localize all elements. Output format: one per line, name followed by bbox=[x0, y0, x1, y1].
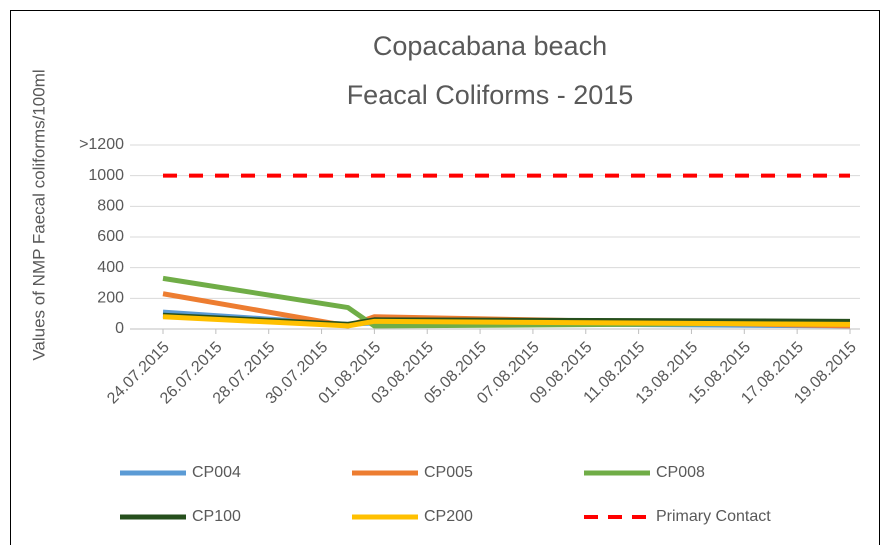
legend-label: CP008 bbox=[656, 464, 705, 481]
y-tick-label: 200 bbox=[97, 290, 124, 307]
legend-label: CP100 bbox=[192, 508, 241, 525]
y-axis-label: Values of NMP Faecal coliforms/100ml bbox=[29, 69, 48, 360]
y-tick-label: 800 bbox=[97, 198, 124, 215]
legend-label: CP200 bbox=[424, 508, 473, 525]
y-tick-label: >1200 bbox=[79, 136, 124, 153]
chart-title: Copacabana beach bbox=[373, 31, 607, 61]
y-tick-label: 0 bbox=[115, 320, 124, 337]
chart-border bbox=[10, 10, 880, 545]
y-tick-label: 400 bbox=[97, 259, 124, 276]
legend-label: CP004 bbox=[192, 464, 241, 481]
chart-subtitle: Feacal Coliforms - 2015 bbox=[347, 80, 634, 110]
legend-label: CP005 bbox=[424, 464, 473, 481]
y-tick-label: 1000 bbox=[88, 167, 124, 184]
series-line bbox=[162, 314, 851, 329]
y-tick-label: 600 bbox=[97, 228, 124, 245]
legend-label: Primary Contact bbox=[656, 508, 771, 525]
